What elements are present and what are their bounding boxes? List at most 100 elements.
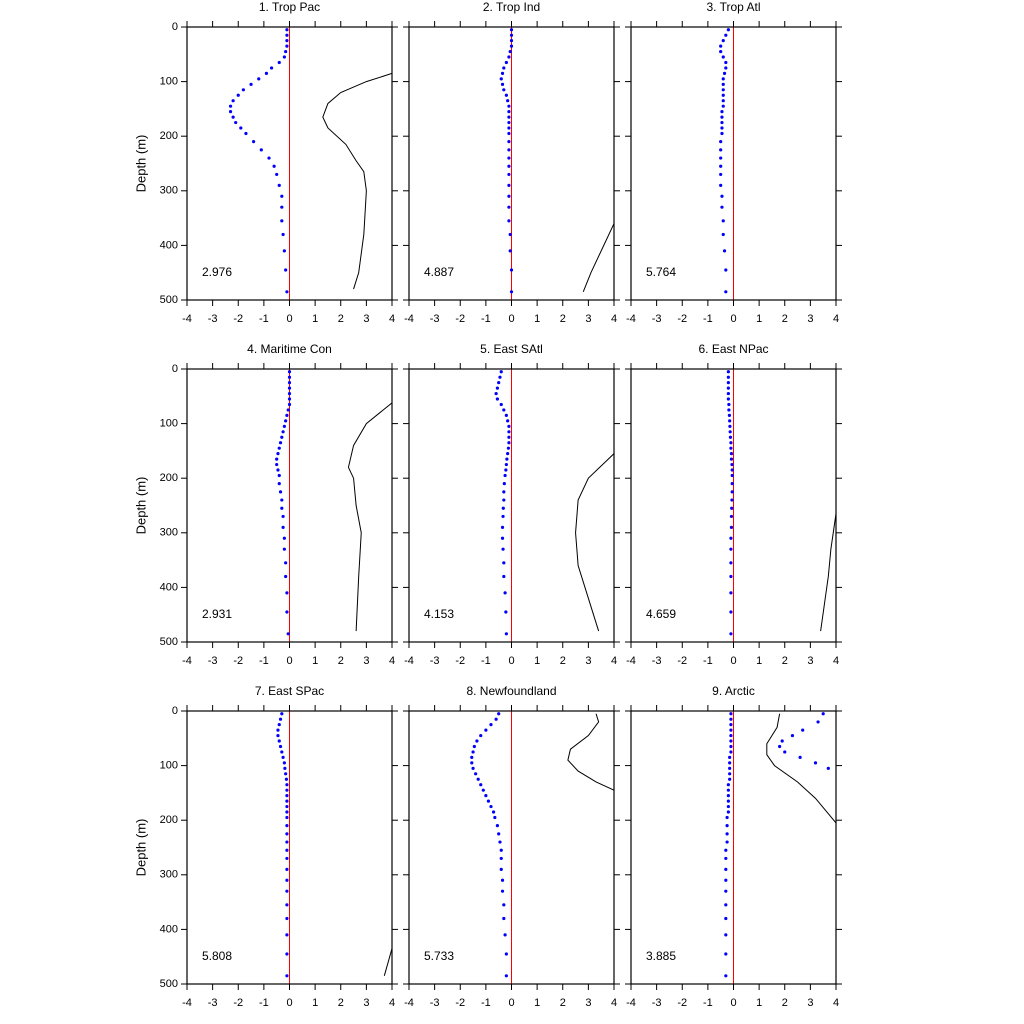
x-tick-label: 3 — [807, 997, 813, 1009]
profile-dot — [275, 457, 279, 461]
x-tick-label: 0 — [286, 313, 292, 325]
plot-area — [494, 370, 614, 636]
x-tick-label: 3 — [807, 313, 813, 325]
y-tick-label: 300 — [160, 185, 178, 197]
profile-dot — [730, 482, 734, 486]
profile-dot — [728, 761, 732, 765]
profile-dot — [821, 712, 825, 716]
profile-dot — [285, 39, 289, 43]
x-tick-label: -4 — [404, 997, 414, 1009]
y-tick-label: 500 — [160, 978, 178, 990]
plot-area — [719, 28, 730, 294]
plot-area — [724, 712, 836, 978]
profile-dot — [726, 370, 730, 374]
profile-dot — [278, 490, 283, 494]
profile-dot — [721, 93, 725, 97]
x-tick-label: -3 — [652, 655, 662, 667]
x-tick-label: -2 — [455, 313, 465, 325]
y-tick-label: 100 — [160, 76, 178, 88]
profile-dot — [502, 574, 506, 579]
profile-dot — [509, 268, 514, 272]
profile-dot — [728, 766, 732, 770]
profile-dot — [724, 974, 728, 978]
profile-dot — [504, 60, 508, 65]
profile-dot — [285, 867, 289, 871]
x-tick-label: -4 — [626, 997, 636, 1009]
profile-dot — [721, 88, 725, 92]
profile-dot — [239, 126, 243, 130]
plot-frame — [186, 710, 393, 985]
profile-dot — [502, 66, 506, 70]
profile-dot — [507, 164, 511, 168]
profile-dot — [234, 120, 238, 125]
profile-dot — [721, 77, 725, 81]
profile-dot — [503, 473, 507, 478]
x-tick-label: 0 — [508, 313, 514, 325]
profile-dot — [284, 772, 288, 776]
panel: 1. Trop Pac Depth (m) -4 -3 -2 -1 0 1 2 3 4 0 100 200… — [133, 0, 398, 325]
panel-title: 6. East NPac — [698, 342, 768, 356]
profile-dot — [507, 172, 511, 177]
profile-dot — [470, 755, 474, 760]
profile-dot — [719, 156, 723, 160]
profile-dot — [285, 878, 289, 882]
profile-dot — [507, 156, 511, 160]
profile-dot — [285, 290, 289, 294]
plot-frame — [408, 368, 615, 643]
x-tick-label: 3 — [363, 313, 369, 325]
plot-frame — [186, 26, 393, 301]
profile-dot — [724, 889, 728, 893]
profile-dot — [276, 452, 280, 456]
y-tick-label: 200 — [160, 814, 178, 826]
profile-dot — [494, 717, 498, 721]
profile-dot — [729, 750, 733, 754]
profile-dot — [729, 446, 733, 450]
panel-title: 8. Newfoundland — [466, 684, 556, 698]
profile-dot — [503, 591, 507, 595]
profile-dot — [500, 71, 505, 76]
profile-dot — [285, 783, 289, 787]
profile-dot — [726, 783, 730, 787]
profile-dot — [280, 194, 284, 198]
profile-dot — [277, 482, 281, 486]
annotation: 4.153 — [424, 607, 454, 621]
profile-dot — [507, 120, 511, 125]
profile-dot — [506, 99, 510, 103]
profile-dot — [502, 408, 506, 412]
profile-dot — [257, 77, 261, 81]
x-tick-label: -1 — [703, 655, 713, 667]
x-tick-label: -2 — [233, 313, 243, 325]
profile-dot — [730, 468, 734, 472]
y-tick-label: 300 — [160, 869, 178, 881]
profile-dot — [724, 903, 728, 907]
profile-dot — [724, 878, 728, 882]
profile-dot — [507, 110, 511, 114]
profile-dot — [508, 49, 512, 54]
profile-dot — [726, 804, 730, 809]
profile-dot — [275, 462, 279, 467]
plot-frame — [408, 26, 615, 301]
profile-dot — [726, 375, 730, 379]
profile-dot — [729, 733, 733, 738]
y-tick-label: 200 — [160, 472, 178, 484]
profile-dot — [509, 44, 514, 48]
profile-dot — [471, 766, 475, 770]
profile-dot — [284, 268, 288, 272]
panel-title: 3. Trop Atl — [706, 0, 760, 14]
profile-dot — [495, 397, 500, 401]
profile-dot — [724, 60, 728, 65]
x-tick-label: -4 — [404, 655, 414, 667]
profile-dot — [236, 93, 240, 97]
profile-dot — [719, 49, 723, 54]
annotation: 4.659 — [646, 607, 676, 621]
profile-dot — [728, 435, 733, 439]
profile-dot — [499, 856, 503, 861]
panel: 2. Trop Ind -4 -3 -2 -1 0 1 2 3 4 4.887 — [403, 0, 620, 325]
profile-dot — [726, 28, 730, 32]
x-tick-label: -1 — [481, 655, 491, 667]
x-tick-label: 1 — [534, 313, 540, 325]
profile-dot — [724, 33, 728, 37]
profile-dot — [285, 591, 289, 595]
profile-dot — [484, 794, 488, 798]
panel: 9. Arctic -4 -3 -2 -1 0 1 2 3 4 3.885 — [625, 684, 842, 1009]
